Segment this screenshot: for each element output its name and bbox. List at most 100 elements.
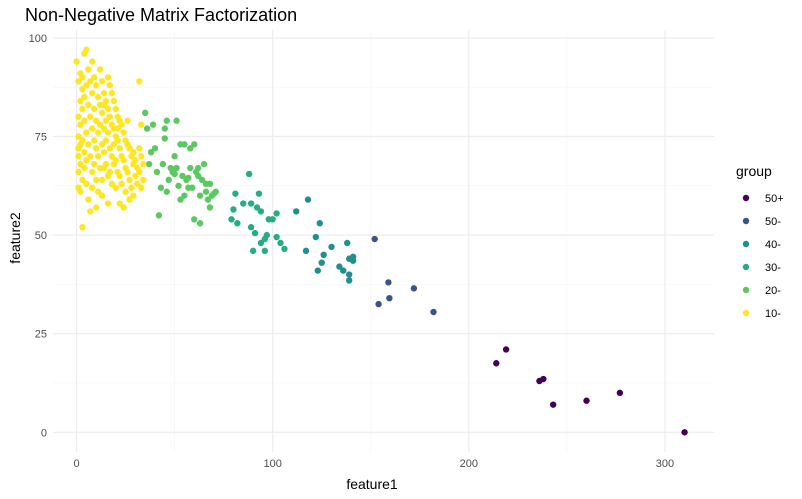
data-point xyxy=(132,172,139,180)
x-axis-title: feature1 xyxy=(346,476,398,492)
data-point xyxy=(120,156,127,164)
data-point xyxy=(161,125,169,132)
data-point xyxy=(112,156,119,164)
data-point xyxy=(136,78,143,85)
data-point xyxy=(200,160,208,168)
data-point xyxy=(138,121,145,128)
data-point xyxy=(228,216,235,223)
y-tick-label: 100 xyxy=(29,33,47,45)
data-point xyxy=(94,188,102,195)
legend-label: 20- xyxy=(765,285,781,297)
data-point xyxy=(106,82,114,89)
data-point xyxy=(102,117,110,124)
data-point xyxy=(96,121,104,128)
data-point xyxy=(81,164,88,172)
data-point xyxy=(94,153,102,160)
data-point xyxy=(77,121,84,128)
data-point xyxy=(102,160,110,168)
data-point xyxy=(92,176,100,184)
data-point xyxy=(175,182,182,189)
data-point xyxy=(273,210,280,217)
data-point xyxy=(116,200,123,207)
data-point xyxy=(540,375,547,383)
data-point xyxy=(79,105,86,113)
data-point xyxy=(163,188,170,195)
data-point xyxy=(255,190,263,197)
data-point xyxy=(181,141,188,148)
data-point xyxy=(386,294,393,302)
data-point xyxy=(92,117,100,124)
data-point xyxy=(187,145,194,152)
data-point xyxy=(163,117,170,124)
data-point xyxy=(344,239,351,247)
data-point xyxy=(108,89,116,97)
data-point xyxy=(120,204,127,211)
data-point xyxy=(98,176,106,184)
legend-label: 10- xyxy=(765,308,781,320)
data-point xyxy=(549,401,557,408)
data-point xyxy=(124,117,131,124)
data-point xyxy=(185,184,192,191)
data-point xyxy=(85,196,92,203)
data-point xyxy=(124,168,131,176)
data-point xyxy=(126,176,133,184)
data-point xyxy=(110,97,118,105)
data-point xyxy=(100,89,108,97)
data-point xyxy=(106,113,114,120)
data-point xyxy=(126,196,133,203)
data-point xyxy=(240,200,247,207)
y-tick-label: 75 xyxy=(35,131,47,143)
data-point xyxy=(257,208,265,215)
data-point xyxy=(314,267,321,274)
data-point xyxy=(281,245,288,253)
data-point xyxy=(104,105,112,113)
x-tick-label: 300 xyxy=(656,458,674,470)
data-point xyxy=(245,170,253,178)
data-point xyxy=(202,188,210,195)
data-point xyxy=(153,168,161,176)
data-point xyxy=(75,153,82,160)
data-point xyxy=(89,58,96,65)
data-point xyxy=(371,235,378,243)
data-point xyxy=(196,192,204,199)
data-point xyxy=(234,220,241,227)
legend-key xyxy=(742,194,750,202)
data-point xyxy=(187,164,194,172)
data-point xyxy=(116,145,123,152)
data-point xyxy=(90,160,98,168)
data-point xyxy=(108,180,116,188)
data-point xyxy=(493,360,500,367)
data-point xyxy=(85,101,92,109)
data-point xyxy=(261,247,269,255)
data-point xyxy=(112,105,119,113)
legend-key xyxy=(742,240,750,248)
data-point xyxy=(247,223,255,231)
legend-label: 50+ xyxy=(765,193,784,205)
data-point xyxy=(100,149,108,156)
data-point xyxy=(345,271,353,278)
y-axis-title: feature2 xyxy=(7,212,23,264)
data-point xyxy=(98,78,106,85)
data-point xyxy=(85,141,92,148)
data-point xyxy=(277,239,284,247)
data-point xyxy=(304,196,312,203)
data-point xyxy=(83,156,90,164)
data-point xyxy=(83,180,90,188)
data-point xyxy=(81,93,88,101)
data-point xyxy=(83,46,90,53)
data-point xyxy=(122,188,129,195)
legend-label: 30- xyxy=(765,262,781,274)
data-point xyxy=(92,204,100,211)
data-point xyxy=(104,200,112,207)
data-point xyxy=(120,129,127,136)
data-point xyxy=(249,247,257,255)
data-point xyxy=(92,82,100,89)
data-point xyxy=(253,204,261,211)
data-point xyxy=(145,160,153,168)
points xyxy=(73,46,688,436)
data-point xyxy=(161,135,169,142)
data-point xyxy=(138,184,145,191)
data-point xyxy=(126,145,133,152)
data-point xyxy=(98,109,106,117)
data-point xyxy=(87,153,94,160)
